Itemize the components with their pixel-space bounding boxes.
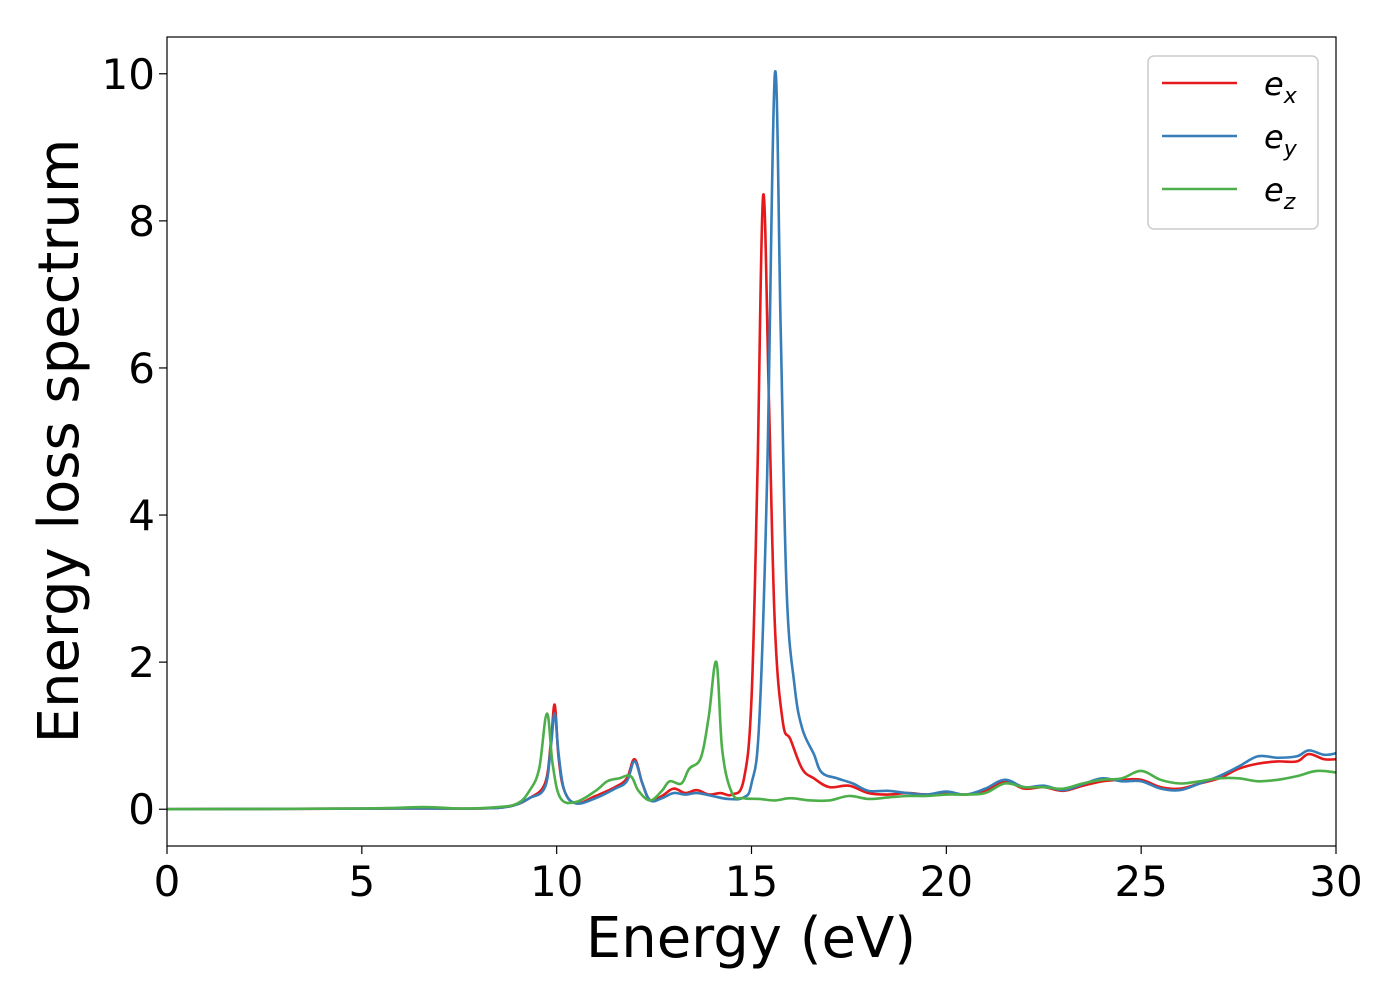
y-axis-label: Energy loss spectrum	[27, 139, 92, 744]
y-tick-label: 10	[102, 50, 155, 99]
legend-frame	[1147, 55, 1319, 230]
y-tick-label: 4	[128, 491, 155, 540]
series-line-e_x	[167, 193, 1336, 811]
x-tick-label: 15	[725, 857, 778, 906]
x-tick-label: 25	[1114, 857, 1167, 906]
x-tick-label: 0	[154, 857, 181, 906]
x-tick-label: 5	[348, 857, 375, 906]
series-line-e_y	[167, 70, 1336, 811]
x-tick-label: 20	[920, 857, 973, 906]
x-tick-label: 10	[530, 857, 583, 906]
y-tick-label: 0	[128, 785, 155, 834]
y-tick-label: 8	[128, 197, 155, 246]
series-line-e_z	[167, 660, 1336, 811]
legend-label-e_x: ex	[1264, 65, 1298, 109]
series-layer	[167, 70, 1336, 811]
x-axis: 0 5 10 15 20 25 30	[154, 846, 1363, 906]
legend-label-e_y: ey	[1264, 118, 1298, 162]
legend: ex ey ez	[1147, 55, 1319, 230]
y-axis: 0 2 4 6 8 10	[102, 50, 167, 834]
legend-label-e_z: ez	[1264, 171, 1296, 215]
x-tick-label: 30	[1309, 857, 1362, 906]
y-tick-label: 2	[128, 638, 155, 687]
x-axis-label: Energy (eV)	[586, 906, 916, 971]
y-tick-label: 6	[128, 344, 155, 393]
